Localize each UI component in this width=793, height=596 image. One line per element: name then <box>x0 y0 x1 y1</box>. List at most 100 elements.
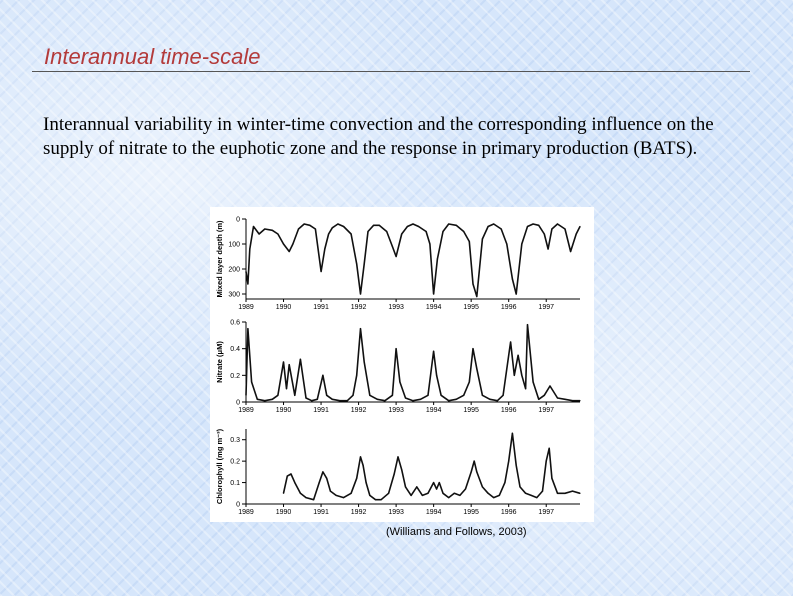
data-point <box>286 475 288 477</box>
data-point <box>247 283 249 285</box>
data-point <box>412 223 414 225</box>
chart-panel-2: 0 0.2 0.4 0.6 1989 1990 1991 1992 1993 1994 1995 19… <box>215 320 581 414</box>
data-point <box>571 400 574 402</box>
chart-figure: 0 100 200 300 1989 1990 1991 1992 1993 1994 1995 19… <box>210 207 594 522</box>
data-point <box>350 233 352 235</box>
data-point <box>395 255 397 258</box>
data-point <box>500 228 502 230</box>
data-point <box>314 228 316 230</box>
data-point <box>487 225 489 228</box>
data-point <box>324 248 326 250</box>
data-point <box>543 233 545 235</box>
data-point <box>247 328 249 330</box>
data-point <box>453 492 455 494</box>
data-point <box>517 354 519 356</box>
data-point <box>365 482 367 484</box>
data-point <box>374 499 377 501</box>
data-point <box>425 230 427 233</box>
data-point <box>427 492 429 494</box>
data-point <box>549 385 551 387</box>
x-tick-label: 1990 <box>276 304 292 311</box>
data-point <box>399 381 401 383</box>
data-point <box>416 486 418 488</box>
data-point <box>294 394 296 396</box>
data-point <box>487 492 489 494</box>
data-point <box>299 492 301 494</box>
data-point <box>388 492 390 494</box>
data-point <box>331 398 333 400</box>
data-point <box>421 494 423 496</box>
x-tick-label: 1993 <box>388 407 404 414</box>
data-point <box>564 228 566 230</box>
data-point <box>532 381 534 383</box>
data-point <box>515 293 517 295</box>
x-tick-label: 1990 <box>276 509 292 516</box>
series-line <box>245 223 581 298</box>
data-point <box>404 397 407 399</box>
y-tick-label: 0.6 <box>230 320 240 327</box>
data-point <box>331 227 333 229</box>
y-tick-label: 0 <box>236 502 240 509</box>
data-point <box>299 358 301 360</box>
data-point <box>508 354 510 356</box>
data-point <box>282 492 285 494</box>
y-tick-label: 0.3 <box>230 437 240 444</box>
data-point <box>322 471 324 473</box>
data-point <box>564 492 566 494</box>
x-tick-label: 1995 <box>463 304 479 311</box>
data-point <box>369 494 371 496</box>
data-point <box>369 394 371 396</box>
data-point <box>448 497 450 499</box>
data-point <box>418 225 420 228</box>
data-point <box>397 456 399 458</box>
data-point <box>548 447 550 449</box>
data-point <box>481 394 483 396</box>
data-point <box>521 374 523 376</box>
data-point <box>502 394 504 396</box>
data-point <box>579 400 581 402</box>
x-tick-label: 1993 <box>388 509 404 516</box>
data-point <box>455 224 457 226</box>
data-point <box>455 398 457 400</box>
data-point <box>511 278 513 280</box>
data-point <box>356 374 358 376</box>
x-tick-label: 1994 <box>426 304 442 311</box>
y-tick-label: 300 <box>228 292 240 299</box>
y-tick-label: 0 <box>236 400 240 407</box>
data-point <box>472 283 474 285</box>
x-tick-label: 1990 <box>276 407 292 414</box>
data-point <box>245 394 247 396</box>
data-point <box>384 400 386 402</box>
data-point <box>277 233 279 235</box>
data-point <box>476 471 478 473</box>
data-point <box>322 374 324 376</box>
series-line <box>245 323 580 402</box>
y-axis-label: Chlorophyll (mg m⁻³) <box>215 428 224 504</box>
slide-title: Interannual time-scale <box>44 44 261 69</box>
data-point <box>362 464 364 466</box>
data-point <box>410 494 412 496</box>
data-point <box>326 394 328 396</box>
data-point <box>378 224 380 226</box>
data-point <box>359 456 362 458</box>
data-point <box>513 374 515 376</box>
data-point <box>419 398 422 400</box>
x-tick-label: 1989 <box>238 304 254 311</box>
x-tick-label: 1992 <box>351 509 367 516</box>
data-point <box>525 388 527 390</box>
x-tick-label: 1997 <box>538 509 554 516</box>
data-point <box>326 477 328 479</box>
data-point <box>521 243 523 245</box>
y-tick-label: 0.4 <box>230 346 240 353</box>
data-point <box>391 245 393 248</box>
data-point <box>264 400 266 402</box>
x-tick-label: 1991 <box>313 509 329 516</box>
data-point <box>352 394 354 396</box>
data-point <box>459 494 461 496</box>
data-point <box>285 388 288 390</box>
x-tick-label: 1994 <box>426 407 442 414</box>
data-point <box>328 233 330 235</box>
data-point <box>391 394 393 396</box>
y-tick-label: 0.1 <box>230 480 240 487</box>
data-point <box>473 460 475 462</box>
